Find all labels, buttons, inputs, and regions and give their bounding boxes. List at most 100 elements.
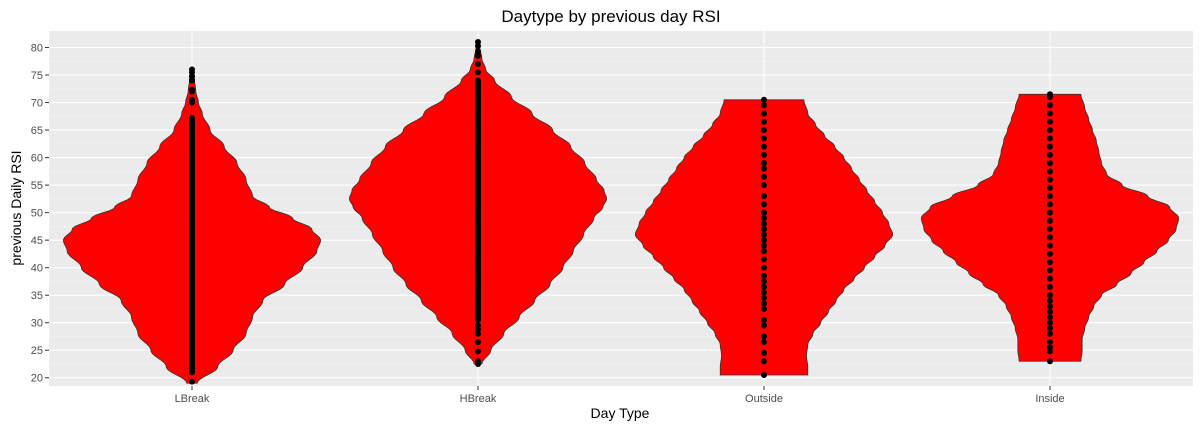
data-point (1047, 91, 1053, 98)
data-point (761, 242, 767, 249)
data-point (761, 96, 767, 103)
data-point (761, 201, 767, 208)
data-point (475, 314, 481, 321)
data-point (761, 135, 767, 142)
x-tick-label-lbreak: LBreak (175, 393, 210, 405)
data-point (761, 338, 767, 345)
data-point (1047, 193, 1053, 200)
data-point (1047, 259, 1053, 266)
data-point (1047, 303, 1053, 310)
data-point (761, 237, 767, 244)
data-point (189, 378, 195, 385)
data-point (1047, 201, 1053, 208)
data-point (1047, 226, 1053, 233)
data-point (475, 48, 481, 55)
x-tick-label-inside: Inside (1035, 393, 1064, 405)
data-point (761, 349, 767, 356)
data-point (475, 322, 481, 329)
data-point (189, 99, 195, 106)
data-point (761, 322, 767, 329)
data-point (761, 316, 767, 323)
y-tick-label: 35 (31, 290, 43, 302)
data-point (1047, 338, 1053, 345)
data-point (189, 73, 195, 80)
points-inside (1047, 91, 1053, 365)
data-point (1047, 297, 1053, 304)
y-tick-label: 75 (31, 70, 43, 82)
data-point (1047, 250, 1053, 257)
data-point (1047, 344, 1053, 351)
data-point (1047, 292, 1053, 299)
y-tick-label: 45 (31, 235, 43, 247)
data-point (1047, 184, 1053, 191)
data-point (1047, 314, 1053, 321)
chart-title: Daytype by previous day RSI (501, 7, 720, 26)
data-point (761, 264, 767, 271)
data-point (189, 369, 195, 376)
data-point (475, 39, 481, 46)
data-point (761, 127, 767, 134)
y-tick-label: 55 (31, 180, 43, 192)
data-point (1047, 102, 1053, 109)
data-point (1047, 242, 1053, 249)
y-tick-label: 65 (31, 125, 43, 137)
data-point (189, 88, 195, 95)
data-point (761, 272, 767, 279)
data-point (1047, 358, 1053, 365)
data-point (475, 358, 481, 365)
data-point (761, 248, 767, 255)
data-point (1047, 319, 1053, 326)
data-point (1047, 110, 1053, 117)
data-point (761, 173, 767, 180)
y-tick-label: 25 (31, 345, 43, 357)
data-point (761, 358, 767, 365)
data-point (761, 294, 767, 301)
data-point (761, 220, 767, 227)
data-point (475, 52, 481, 59)
data-point (761, 102, 767, 109)
y-tick-label: 70 (31, 98, 43, 110)
data-point (1047, 283, 1053, 290)
data-point (1047, 217, 1053, 224)
data-point (761, 278, 767, 285)
data-point (761, 165, 767, 172)
y-tick-label: 40 (31, 263, 43, 275)
data-point (1047, 275, 1053, 282)
data-point (1047, 135, 1053, 142)
data-point (761, 256, 767, 263)
y-axis-title: previous Daily RSI (8, 150, 24, 265)
data-point (1047, 118, 1053, 125)
data-point (761, 333, 767, 340)
data-point (475, 348, 481, 355)
points-hbreak (475, 39, 481, 367)
data-point (189, 77, 195, 84)
data-point (761, 160, 767, 167)
data-point (1047, 143, 1053, 150)
data-point (475, 77, 481, 84)
y-tick-label: 80 (31, 43, 43, 55)
points-outside (761, 96, 767, 378)
data-point (761, 143, 767, 150)
data-point (1047, 160, 1053, 167)
data-point (189, 114, 195, 121)
data-point (1047, 168, 1053, 175)
y-tick-label: 30 (31, 318, 43, 330)
y-tick-label: 20 (31, 373, 43, 385)
data-point (761, 151, 767, 158)
data-point (1047, 127, 1053, 134)
data-point (1047, 234, 1053, 241)
y-tick-label: 60 (31, 153, 43, 165)
data-point (761, 289, 767, 296)
data-point (761, 215, 767, 222)
data-point (1047, 267, 1053, 274)
x-tick-label-hbreak: HBreak (460, 393, 497, 405)
data-point (761, 283, 767, 290)
data-point (1047, 308, 1053, 315)
data-point (475, 338, 481, 345)
data-point (475, 330, 481, 337)
data-point (761, 118, 767, 125)
data-point (1047, 330, 1053, 337)
data-point (761, 182, 767, 189)
data-point (761, 231, 767, 238)
